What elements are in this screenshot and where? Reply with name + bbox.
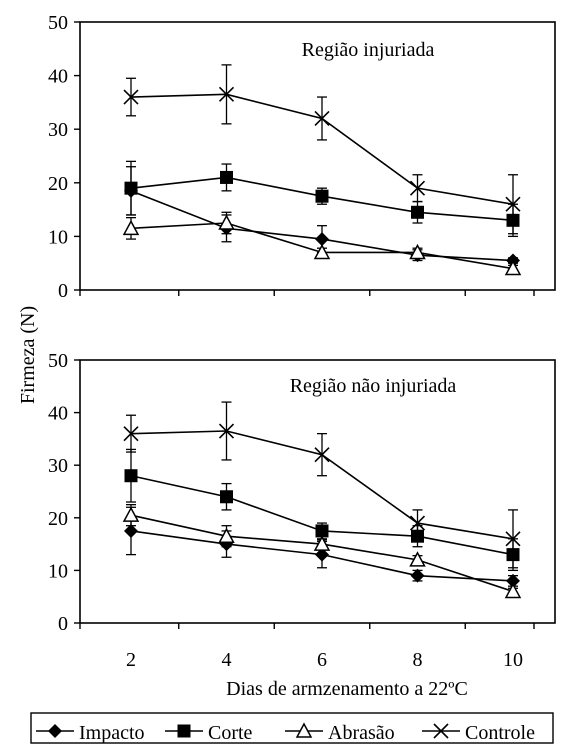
legend-marker: [48, 724, 62, 738]
data-point-abrasao: [218, 214, 235, 230]
data-point-controle: [123, 426, 139, 442]
plot-frame: [79, 21, 556, 291]
y-tick-label: 0: [58, 613, 68, 635]
chart-panel-1: 0 10 20 30 40 50 Região injuriada: [48, 12, 556, 302]
legend-marker: [177, 724, 191, 738]
data-point-impacto: [124, 523, 138, 538]
y-tick-label: 40: [48, 66, 68, 88]
data-point-controle: [409, 180, 426, 196]
panel-title: Região não injuriada: [290, 375, 457, 397]
y-axis-label: Firmeza (N): [17, 306, 39, 404]
y-tick-label: 30: [48, 119, 68, 141]
legend-marker: [295, 722, 313, 738]
x-tick-label: 2: [126, 649, 136, 671]
panel-title: Região injuriada: [302, 39, 435, 61]
data-point-abrasao: [409, 551, 426, 567]
legend-label: Abrasão: [328, 722, 395, 744]
y-tick-label: 10: [48, 560, 68, 582]
series-controle: [123, 64, 521, 235]
y-tick-label: 20: [48, 173, 68, 195]
legend-label: Controle: [465, 722, 535, 744]
data-point-impacto: [506, 573, 520, 588]
y-tick-label: 40: [48, 403, 68, 425]
data-point-abrasao: [504, 582, 522, 599]
data-point-abrasao: [122, 506, 140, 522]
data-point-corte: [315, 189, 329, 203]
x-tick-label: 4: [222, 649, 232, 671]
legend-item-controle: Controle: [422, 722, 535, 744]
data-point-corte: [411, 205, 424, 219]
legend-label: Corte: [208, 722, 253, 744]
plot-frame: [79, 359, 556, 624]
series-abrasao: [122, 503, 522, 599]
data-point-abrasao: [409, 243, 426, 260]
data-point-abrasao: [122, 219, 140, 236]
legend-item-corte: Corte: [165, 722, 253, 744]
data-point-abrasao: [313, 535, 331, 551]
legend-label: Impacto: [79, 722, 145, 744]
data-point-corte: [315, 524, 329, 538]
series-abrasao: [122, 211, 522, 276]
data-point-controle: [314, 447, 330, 463]
data-point-controle: [409, 515, 426, 531]
data-point-impacto: [315, 547, 329, 562]
y-tick-label: 10: [48, 226, 68, 248]
data-point-impacto: [315, 232, 329, 247]
legend-marker: [433, 723, 449, 739]
data-point-corte: [124, 469, 138, 483]
y-tick-label: 20: [48, 508, 68, 530]
x-axis-label: Dias de armzenamento a 22ºC: [226, 678, 468, 700]
data-point-impacto: [410, 568, 425, 583]
data-point-corte: [220, 490, 233, 504]
data-point-abrasao: [313, 243, 331, 260]
legend-box: [30, 712, 554, 744]
series-controle: [123, 401, 521, 569]
x-tick-label: 10: [503, 649, 523, 671]
legend-item-impacto: Impacto: [36, 722, 145, 744]
legend: Impacto Corte Abrasão Controle: [30, 712, 554, 744]
y-tick-label: 50: [48, 350, 68, 372]
x-tick-label: 6: [317, 649, 327, 671]
y-tick-label: 0: [58, 280, 68, 302]
data-point-controle: [505, 196, 521, 212]
data-point-controle: [218, 86, 235, 102]
legend-item-abrasao: Abrasão: [285, 722, 395, 744]
chart-panel-2: 0 10 20 30 40 50 2 4 6 8 10 Região não injuriada: [48, 350, 556, 671]
data-point-corte: [220, 170, 233, 184]
data-point-corte: [124, 181, 138, 195]
data-point-controle: [505, 531, 521, 547]
data-point-controle: [218, 423, 235, 439]
data-point-abrasao: [218, 527, 235, 543]
y-tick-label: 30: [48, 455, 68, 477]
data-point-abrasao: [504, 259, 522, 276]
data-point-controle: [123, 89, 139, 105]
data-point-controle: [314, 110, 330, 127]
x-tick-label: 8: [413, 649, 423, 671]
y-tick-label: 50: [48, 12, 68, 34]
